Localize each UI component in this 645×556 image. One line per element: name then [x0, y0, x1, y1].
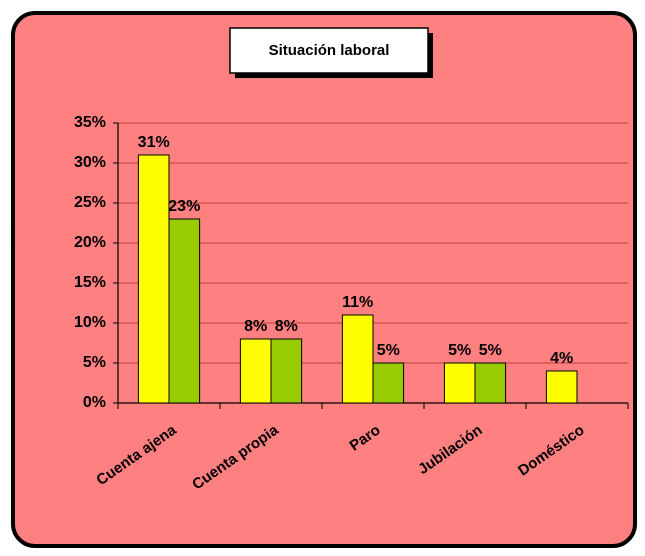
bar	[341, 314, 374, 404]
y-tick-label: 30%	[74, 154, 106, 171]
data-label: 5%	[479, 342, 502, 359]
bar	[372, 362, 405, 404]
bar	[137, 154, 170, 404]
y-tick-label: 25%	[74, 194, 106, 211]
bar	[474, 362, 507, 404]
data-label: 8%	[275, 318, 298, 335]
y-tick-label: 15%	[74, 274, 106, 291]
bar	[443, 362, 476, 404]
data-label: 23%	[168, 198, 200, 215]
y-tick-label: 10%	[74, 314, 106, 331]
bar	[270, 338, 303, 404]
data-label: 5%	[448, 342, 471, 359]
chart-frame	[11, 11, 637, 548]
y-tick-label: 0%	[83, 394, 106, 411]
title-box	[229, 27, 429, 74]
bar	[168, 218, 201, 404]
y-tick-label: 35%	[74, 114, 106, 131]
y-tick-label: 5%	[83, 354, 106, 371]
data-label: 8%	[244, 318, 267, 335]
data-label: 31%	[138, 134, 170, 151]
data-label: 4%	[550, 350, 573, 367]
y-tick-label: 20%	[74, 234, 106, 251]
data-label: 5%	[377, 342, 400, 359]
bar	[545, 370, 578, 404]
bar	[239, 338, 272, 404]
data-label: 11%	[342, 294, 373, 311]
chart-title: Situación laboral	[269, 42, 390, 59]
